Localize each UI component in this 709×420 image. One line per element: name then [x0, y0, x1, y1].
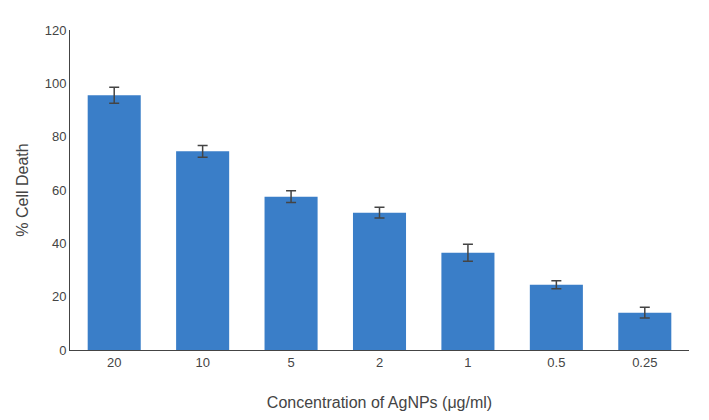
- svg-text:40: 40: [52, 236, 66, 251]
- svg-text:80: 80: [52, 129, 66, 144]
- svg-text:20: 20: [52, 289, 66, 304]
- svg-text:0: 0: [59, 343, 66, 358]
- svg-text:0.25: 0.25: [632, 355, 657, 370]
- svg-text:10: 10: [195, 355, 209, 370]
- svg-text:120: 120: [45, 23, 67, 38]
- svg-text:Concentration of AgNPs (μg/ml): Concentration of AgNPs (μg/ml): [267, 394, 492, 411]
- svg-text:20: 20: [107, 355, 121, 370]
- svg-text:100: 100: [45, 76, 67, 91]
- svg-text:60: 60: [52, 183, 66, 198]
- svg-text:% Cell Death: % Cell Death: [14, 143, 31, 236]
- svg-text:0.5: 0.5: [547, 355, 565, 370]
- svg-text:2: 2: [376, 355, 383, 370]
- svg-text:5: 5: [287, 355, 294, 370]
- svg-text:1: 1: [464, 355, 471, 370]
